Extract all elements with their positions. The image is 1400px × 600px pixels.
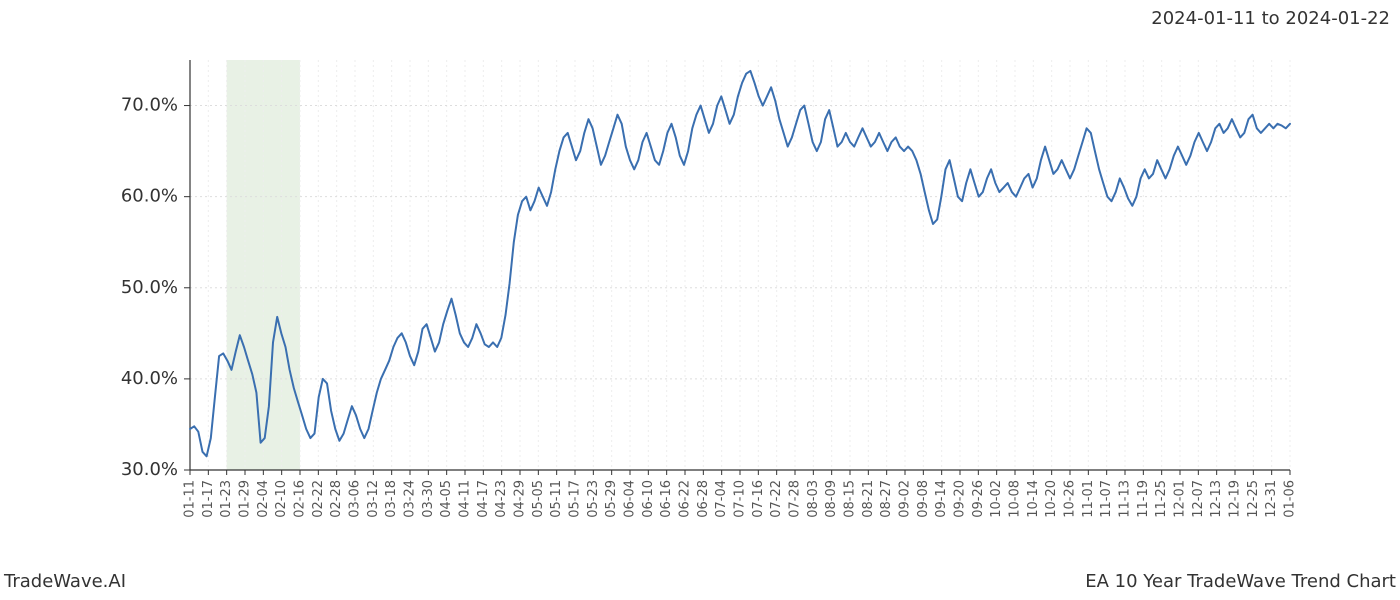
x-tick-label: 02-10 xyxy=(274,480,289,518)
x-tick-label: 11-13 xyxy=(1118,480,1133,518)
x-tick-label: 08-03 xyxy=(806,480,821,518)
x-tick-label: 11-01 xyxy=(1081,480,1096,518)
x-tick-label: 01-11 xyxy=(183,480,198,518)
x-tick-label: 03-30 xyxy=(421,480,436,518)
y-tick-label: 40.0% xyxy=(121,368,178,389)
x-tick-label: 07-10 xyxy=(733,480,748,518)
x-tick-label: 01-23 xyxy=(219,480,234,518)
y-tick-label: 70.0% xyxy=(121,95,178,116)
x-tick-label: 09-26 xyxy=(971,480,986,518)
x-tick-label: 07-28 xyxy=(788,480,803,518)
chart-container: 30.0% 40.0% 50.0% 60.0% 70.0% 01-1101-1701-23… xyxy=(0,40,1400,560)
x-tick-label: 04-05 xyxy=(439,480,454,518)
x-tick-label: 05-29 xyxy=(604,480,619,518)
x-tick-label: 06-16 xyxy=(659,480,674,518)
x-tick-label: 05-17 xyxy=(568,480,583,518)
x-tick-label: 01-06 xyxy=(1283,480,1298,518)
x-tick-label: 12-01 xyxy=(1173,480,1188,518)
trend-chart: 30.0% 40.0% 50.0% 60.0% 70.0% 01-1101-1701-23… xyxy=(0,40,1400,560)
x-tick-label: 06-04 xyxy=(623,480,638,518)
x-tick-label: 02-22 xyxy=(311,480,326,518)
x-tick-label: 06-22 xyxy=(678,480,693,518)
x-tick-label: 04-29 xyxy=(513,480,528,518)
x-tick-label: 10-08 xyxy=(1008,480,1023,518)
x-tick-label: 04-23 xyxy=(494,480,509,518)
x-tick-label: 09-02 xyxy=(898,480,913,518)
x-tick-label: 05-11 xyxy=(549,480,564,518)
x-tick-label: 09-14 xyxy=(934,480,949,518)
x-tick-label: 05-05 xyxy=(531,480,546,518)
x-tick-label: 03-18 xyxy=(384,480,399,518)
x-tick-label: 12-25 xyxy=(1246,480,1261,518)
x-tick-label: 12-13 xyxy=(1209,480,1224,518)
date-range-label: 2024-01-11 to 2024-01-22 xyxy=(1151,8,1390,29)
x-tick-label: 10-02 xyxy=(989,480,1004,518)
x-tick-label: 07-22 xyxy=(769,480,784,518)
x-tick-label: 08-09 xyxy=(824,480,839,518)
x-tick-label: 12-19 xyxy=(1228,480,1243,518)
x-tick-label: 09-08 xyxy=(916,480,931,518)
x-tick-label: 02-28 xyxy=(329,480,344,518)
x-tick-label: 03-24 xyxy=(403,480,418,518)
x-tick-label: 09-20 xyxy=(953,480,968,518)
x-tick-label: 02-16 xyxy=(293,480,308,518)
x-tick-label: 08-27 xyxy=(879,480,894,518)
x-tick-label: 01-29 xyxy=(238,480,253,518)
x-tick-label: 07-16 xyxy=(751,480,766,518)
x-tick-label: 06-10 xyxy=(641,480,656,518)
x-tick-label: 12-31 xyxy=(1264,480,1279,518)
x-tick-label: 10-26 xyxy=(1063,480,1078,518)
x-tick-label: 08-21 xyxy=(861,480,876,518)
x-tick-label: 11-19 xyxy=(1136,480,1151,518)
x-tick-label: 01-17 xyxy=(201,480,216,518)
x-tick-label: 10-14 xyxy=(1026,480,1041,518)
x-tick-label: 12-07 xyxy=(1191,480,1206,518)
y-tick-label: 50.0% xyxy=(121,277,178,298)
x-tick-label: 11-07 xyxy=(1099,480,1114,518)
chart-title: EA 10 Year TradeWave Trend Chart xyxy=(1085,571,1396,592)
x-tick-label: 05-23 xyxy=(586,480,601,518)
y-tick-label: 30.0% xyxy=(121,459,178,480)
x-tick-label: 07-04 xyxy=(714,480,729,518)
x-tick-label: 11-25 xyxy=(1154,480,1169,518)
x-tick-label: 08-15 xyxy=(843,480,858,518)
brand-label: TradeWave.AI xyxy=(4,571,126,592)
x-tick-label: 10-20 xyxy=(1044,480,1059,518)
x-tick-label: 04-17 xyxy=(476,480,491,518)
x-tick-label: 04-11 xyxy=(458,480,473,518)
x-tick-label: 02-04 xyxy=(256,480,271,518)
x-tick-label: 03-06 xyxy=(348,480,363,518)
x-tick-label: 06-28 xyxy=(696,480,711,518)
y-tick-label: 60.0% xyxy=(121,186,178,207)
x-tick-label: 03-12 xyxy=(366,480,381,518)
